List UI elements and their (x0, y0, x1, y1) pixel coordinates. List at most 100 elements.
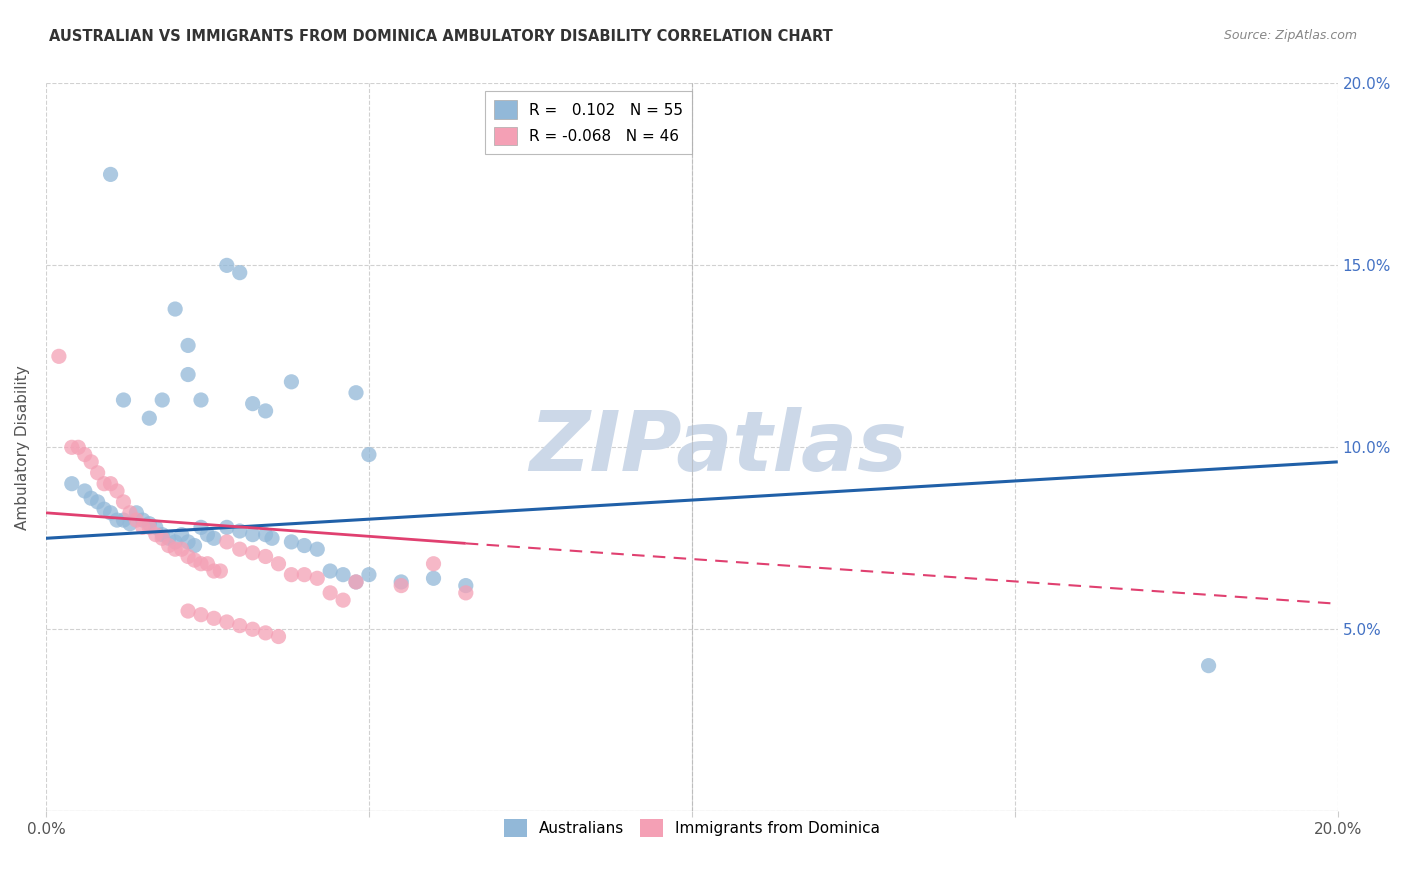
Point (332, 567, 354, 582)
Point (454, 578, 477, 592)
Point (344, 574, 367, 589)
Point (138, 411, 160, 425)
Point (177, 368, 200, 382)
Point (190, 557, 212, 571)
Point (132, 520, 155, 534)
Point (215, 535, 238, 549)
Point (307, 542, 329, 557)
Point (100, 476, 122, 491)
Point (292, 567, 315, 582)
Point (177, 535, 200, 549)
Point (67, 440, 90, 454)
Point (202, 564, 225, 578)
Point (100, 506, 122, 520)
Point (125, 506, 148, 520)
Point (165, 301, 187, 316)
Point (1198, 658, 1220, 673)
Point (389, 578, 412, 592)
Point (118, 516, 141, 531)
Point (132, 513, 155, 527)
Point (344, 574, 367, 589)
Point (150, 531, 173, 545)
Point (422, 571, 444, 585)
Point (229, 524, 252, 538)
Point (165, 535, 187, 549)
Point (190, 392, 212, 407)
Point (242, 397, 264, 411)
Point (267, 630, 290, 644)
Point (73, 448, 96, 462)
Point (93, 476, 115, 491)
Point (100, 168, 122, 182)
Point (202, 531, 225, 545)
Point (183, 553, 205, 567)
Point (242, 622, 264, 636)
Point (280, 567, 302, 582)
Point (105, 513, 128, 527)
Point (165, 542, 187, 557)
Point (254, 404, 277, 418)
Point (86, 495, 108, 509)
Point (229, 542, 252, 557)
Point (242, 546, 264, 560)
Point (93, 502, 115, 516)
Point (229, 618, 252, 632)
Point (332, 593, 354, 607)
Point (254, 549, 277, 564)
Point (105, 483, 128, 498)
Point (422, 557, 444, 571)
Point (150, 527, 173, 541)
Point (73, 483, 96, 498)
Point (157, 531, 180, 545)
Point (307, 571, 329, 585)
Point (170, 527, 193, 541)
Point (80, 455, 103, 469)
Point (170, 542, 193, 557)
Point (319, 586, 342, 600)
Point (215, 615, 238, 629)
Point (138, 516, 160, 531)
Point (215, 520, 238, 534)
Point (389, 574, 412, 589)
Point (112, 392, 135, 407)
Point (145, 527, 167, 541)
Point (145, 520, 167, 534)
Point (177, 338, 200, 352)
Point (242, 527, 264, 541)
Point (229, 266, 252, 280)
Point (138, 520, 160, 534)
Point (280, 375, 302, 389)
Text: ZIPatlas: ZIPatlas (529, 407, 907, 488)
Point (454, 586, 477, 600)
Point (319, 564, 342, 578)
Point (183, 539, 205, 553)
Point (190, 607, 212, 622)
Point (357, 567, 380, 582)
Point (112, 495, 135, 509)
Point (254, 626, 277, 640)
Point (60, 476, 83, 491)
Point (190, 520, 212, 534)
Point (80, 491, 103, 506)
Text: AUSTRALIAN VS IMMIGRANTS FROM DOMINICA AMBULATORY DISABILITY CORRELATION CHART: AUSTRALIAN VS IMMIGRANTS FROM DOMINICA A… (49, 29, 832, 44)
Point (48, 349, 70, 363)
Text: Source: ZipAtlas.com: Source: ZipAtlas.com (1223, 29, 1357, 42)
Point (157, 539, 180, 553)
Point (292, 539, 315, 553)
Point (202, 611, 225, 625)
Point (267, 557, 290, 571)
Point (150, 392, 173, 407)
Point (209, 564, 232, 578)
Point (125, 513, 148, 527)
Point (177, 549, 200, 564)
Point (60, 440, 83, 454)
Point (280, 535, 302, 549)
Point (197, 557, 219, 571)
Point (344, 385, 367, 400)
Point (215, 259, 238, 273)
Point (197, 527, 219, 541)
Point (177, 604, 200, 618)
Point (118, 506, 141, 520)
Y-axis label: Ambulatory Disability: Ambulatory Disability (15, 365, 30, 530)
Point (254, 527, 277, 541)
